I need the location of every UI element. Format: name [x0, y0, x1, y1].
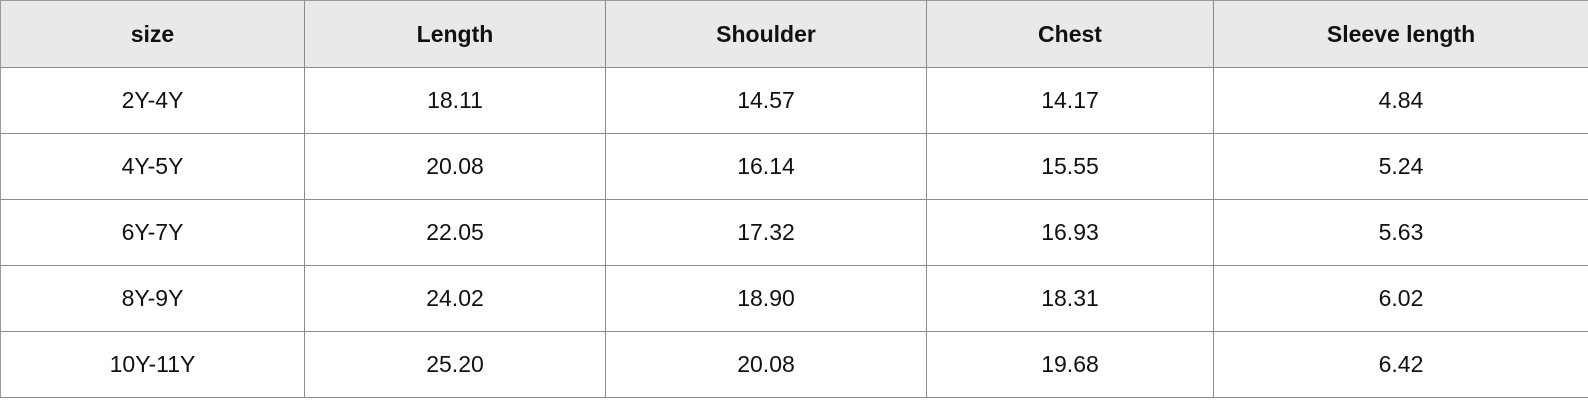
header-chest: Chest [926, 0, 1214, 68]
cell-sleeve-length: 5.24 [1213, 133, 1588, 200]
cell-shoulder: 18.90 [605, 265, 927, 332]
table-row: 10Y-11Y 25.20 20.08 19.68 6.42 [0, 331, 1588, 398]
cell-sleeve-length: 4.84 [1213, 67, 1588, 134]
table-row: 4Y-5Y 20.08 16.14 15.55 5.24 [0, 133, 1588, 200]
cell-size: 10Y-11Y [0, 331, 305, 398]
cell-sleeve-length: 5.63 [1213, 199, 1588, 266]
header-size: size [0, 0, 305, 68]
cell-chest: 14.17 [926, 67, 1214, 134]
cell-length: 22.05 [304, 199, 606, 266]
cell-shoulder: 14.57 [605, 67, 927, 134]
header-row: size Length Shoulder Chest Sleeve length [0, 0, 1588, 68]
cell-sleeve-length: 6.42 [1213, 331, 1588, 398]
cell-shoulder: 17.32 [605, 199, 927, 266]
table-row: 6Y-7Y 22.05 17.32 16.93 5.63 [0, 199, 1588, 266]
cell-size: 6Y-7Y [0, 199, 305, 266]
cell-size: 8Y-9Y [0, 265, 305, 332]
cell-chest: 15.55 [926, 133, 1214, 200]
cell-length: 18.11 [304, 67, 606, 134]
cell-length: 25.20 [304, 331, 606, 398]
header-sleeve-length: Sleeve length [1213, 0, 1588, 68]
header-shoulder: Shoulder [605, 0, 927, 68]
header-length: Length [304, 0, 606, 68]
cell-length: 24.02 [304, 265, 606, 332]
cell-shoulder: 20.08 [605, 331, 927, 398]
cell-size: 2Y-4Y [0, 67, 305, 134]
table-row: 8Y-9Y 24.02 18.90 18.31 6.02 [0, 265, 1588, 332]
table-row: 2Y-4Y 18.11 14.57 14.17 4.84 [0, 67, 1588, 134]
cell-sleeve-length: 6.02 [1213, 265, 1588, 332]
cell-chest: 16.93 [926, 199, 1214, 266]
table-body: 2Y-4Y 18.11 14.57 14.17 4.84 4Y-5Y 20.08… [0, 67, 1588, 398]
cell-chest: 18.31 [926, 265, 1214, 332]
cell-size: 4Y-5Y [0, 133, 305, 200]
table-header: size Length Shoulder Chest Sleeve length [0, 0, 1588, 68]
cell-shoulder: 16.14 [605, 133, 927, 200]
cell-chest: 19.68 [926, 331, 1214, 398]
cell-length: 20.08 [304, 133, 606, 200]
